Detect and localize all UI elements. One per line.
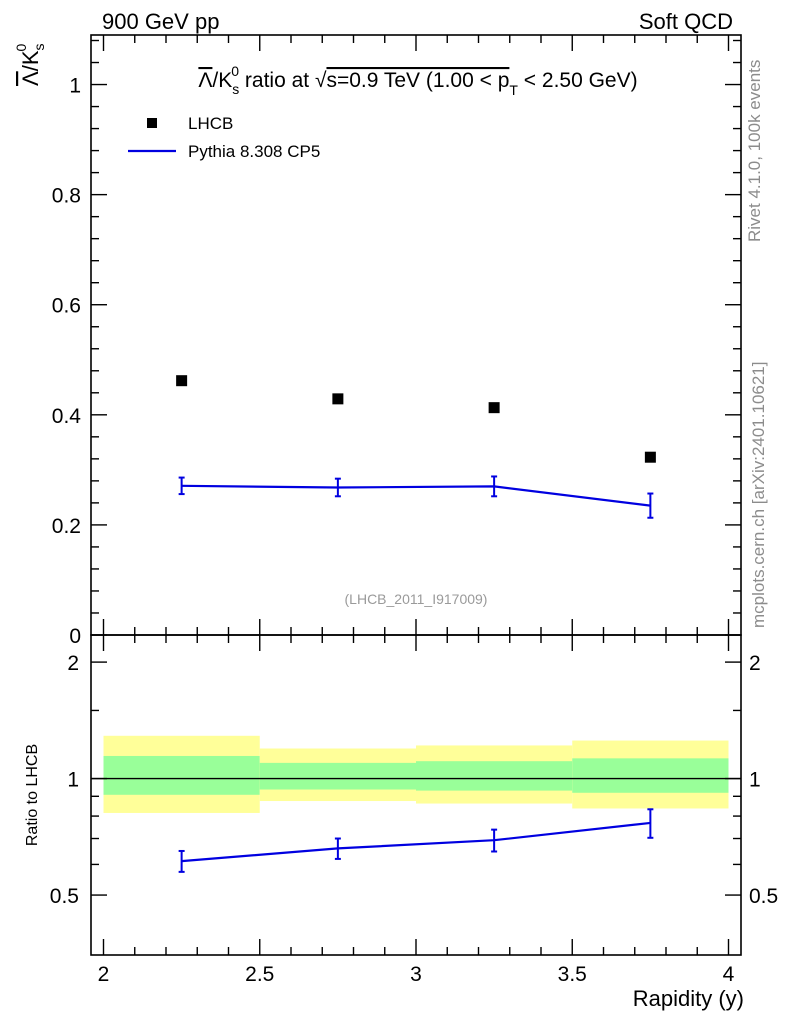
x-ticks: 2 2.5 3 3.5 4 (98, 35, 735, 986)
xtick-label-2: 3 (410, 963, 422, 986)
title-suffix: < 2.50 GeV) (518, 69, 638, 92)
data-point-2 (488, 402, 500, 414)
header-right: Soft QCD (639, 9, 733, 34)
title-mid: ratio at (239, 69, 315, 92)
ratio-mc-series (178, 808, 654, 873)
main-ticks: 0 0.2 0.4 0.6 0.8 1 (52, 39, 741, 648)
xtick-label-1: 2.5 (245, 963, 274, 986)
main-mc-series (178, 475, 654, 519)
title-k: /K (212, 69, 232, 92)
legend-data-marker (147, 118, 157, 128)
title-lambda: Λ (198, 69, 212, 92)
ratio-ytick-label-right-1: 1 (749, 769, 761, 792)
ratio-bands (103, 735, 729, 813)
ratio-ytick-label-right-2: 2 (749, 652, 761, 675)
main-ytick-label-2: 0.4 (52, 405, 82, 428)
xtick-label-0: 2 (98, 963, 110, 986)
band-green-0 (103, 755, 260, 795)
data-point-3 (644, 451, 656, 463)
ratio-mc-line (181, 821, 651, 863)
title-k-sub: s (232, 81, 239, 97)
main-ytick-label-5: 1 (69, 75, 81, 98)
main-mc-line (181, 484, 651, 507)
main-ytick-label-0: 0 (69, 625, 81, 648)
main-ytick-label-1: 0.2 (52, 515, 81, 538)
ratio-ytick-label-left-0: 0.5 (50, 885, 79, 908)
main-ytick-label-4: 0.8 (52, 185, 81, 208)
title-pt-sub: T (509, 82, 518, 98)
band-green-2 (416, 761, 573, 791)
rivet-info: Rivet 4.1.0, 100k events (745, 60, 764, 242)
title-energy: s=0.9 TeV (1.00 < p (326, 69, 509, 92)
mcplots-info: mcplots.cern.ch [arXiv:2401.10621] (749, 362, 768, 628)
ratio-ytick-label-left-1: 1 (67, 769, 79, 792)
ratio-ticks: 0.5 0.5 1 1 2 2 (50, 652, 778, 908)
data-point-0 (176, 375, 188, 387)
xtick-label-3: 3.5 (558, 963, 587, 986)
data-point-1 (332, 393, 344, 405)
ylabel-k: /K (18, 50, 43, 71)
legend-data-label: LHCB (188, 114, 233, 133)
band-green-1 (259, 762, 416, 790)
ylabel-lambda: Λ (18, 71, 43, 86)
ratio-ytick-label-right-0: 0.5 (749, 885, 778, 908)
ylabel-sup: 0 (13, 44, 29, 52)
x-axis-label: Rapidity (y) (633, 986, 744, 1011)
main-data-series (176, 375, 656, 463)
main-title: Λ/Ks 0 ratio at √s=0.9 TeV (1.00 < pT < 2… (198, 63, 637, 98)
main-ylabel: Λ/Ks0 (13, 44, 47, 87)
title-k-sup: 0 (231, 63, 239, 79)
ratio-ytick-label-left-2: 2 (67, 652, 79, 675)
xtick-label-4: 4 (723, 963, 735, 986)
title-sqrt: √ (315, 69, 327, 92)
main-ytick-label-3: 0.6 (52, 295, 81, 318)
analysis-watermark: (LHCB_2011_I917009) (345, 591, 488, 607)
legend-mc-label: Pythia 8.308 CP5 (188, 142, 320, 161)
band-green-3 (572, 758, 729, 793)
ratio-ylabel: Ratio to LHCB (24, 744, 41, 846)
header-left: 900 GeV pp (102, 9, 219, 34)
ylabel-sub: s (31, 44, 47, 51)
